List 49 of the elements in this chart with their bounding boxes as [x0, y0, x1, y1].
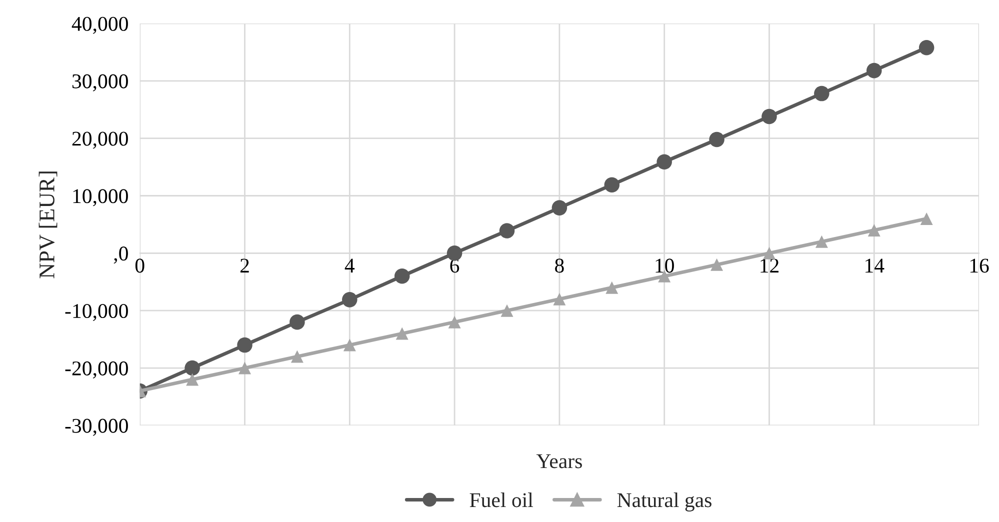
- y-tick-label: ,0: [114, 246, 128, 264]
- point: [709, 132, 724, 148]
- x-tick-label: 12: [760, 258, 778, 272]
- x-tick-label: 10: [656, 258, 674, 273]
- point: [238, 362, 252, 374]
- point: [343, 338, 356, 352]
- point: [237, 337, 252, 353]
- point: [499, 223, 515, 238]
- x-tick-label: 0: [135, 258, 144, 273]
- point: [290, 314, 305, 330]
- point: [762, 108, 777, 124]
- y-tick-label: 10,000: [73, 189, 128, 206]
- x-tick-label: 16: [970, 258, 989, 273]
- point: [710, 258, 724, 271]
- x-tick-label: 14: [866, 258, 884, 272]
- point: [815, 235, 828, 248]
- point: [656, 154, 672, 170]
- y-tick-label: -10,000: [65, 304, 128, 322]
- point: [500, 304, 514, 317]
- point: [290, 350, 304, 363]
- y-tick-label: 20,000: [72, 132, 128, 149]
- x-axis-title: Years: [536, 454, 582, 468]
- point: [814, 86, 830, 102]
- point: [553, 292, 566, 306]
- point: [186, 373, 199, 386]
- y-tick-label: 30,000: [72, 74, 128, 92]
- x-tick-label: 4: [344, 258, 355, 272]
- legend-label: Natural gas: [617, 492, 712, 512]
- point: [918, 40, 934, 56]
- point: [606, 281, 618, 294]
- point: [552, 200, 568, 216]
- x-tick-label: 2: [240, 258, 249, 272]
- y-tick-label: -20,000: [65, 361, 128, 378]
- point: [866, 62, 882, 78]
- point: [920, 212, 933, 225]
- point: [396, 327, 408, 340]
- point: [446, 246, 462, 261]
- x-tick-label: 8: [555, 258, 564, 273]
- legend-label: Fuel oil: [470, 492, 533, 508]
- y-axis-title: NPV [EUR]: [38, 172, 58, 278]
- point: [184, 360, 200, 376]
- point: [448, 316, 461, 328]
- y-tick-label: -30,000: [65, 418, 128, 436]
- point: [868, 224, 880, 236]
- y-tick-label: 40,000: [72, 16, 128, 34]
- point: [604, 177, 620, 192]
- point: [394, 268, 410, 284]
- point: [342, 292, 358, 308]
- point: [762, 246, 776, 260]
